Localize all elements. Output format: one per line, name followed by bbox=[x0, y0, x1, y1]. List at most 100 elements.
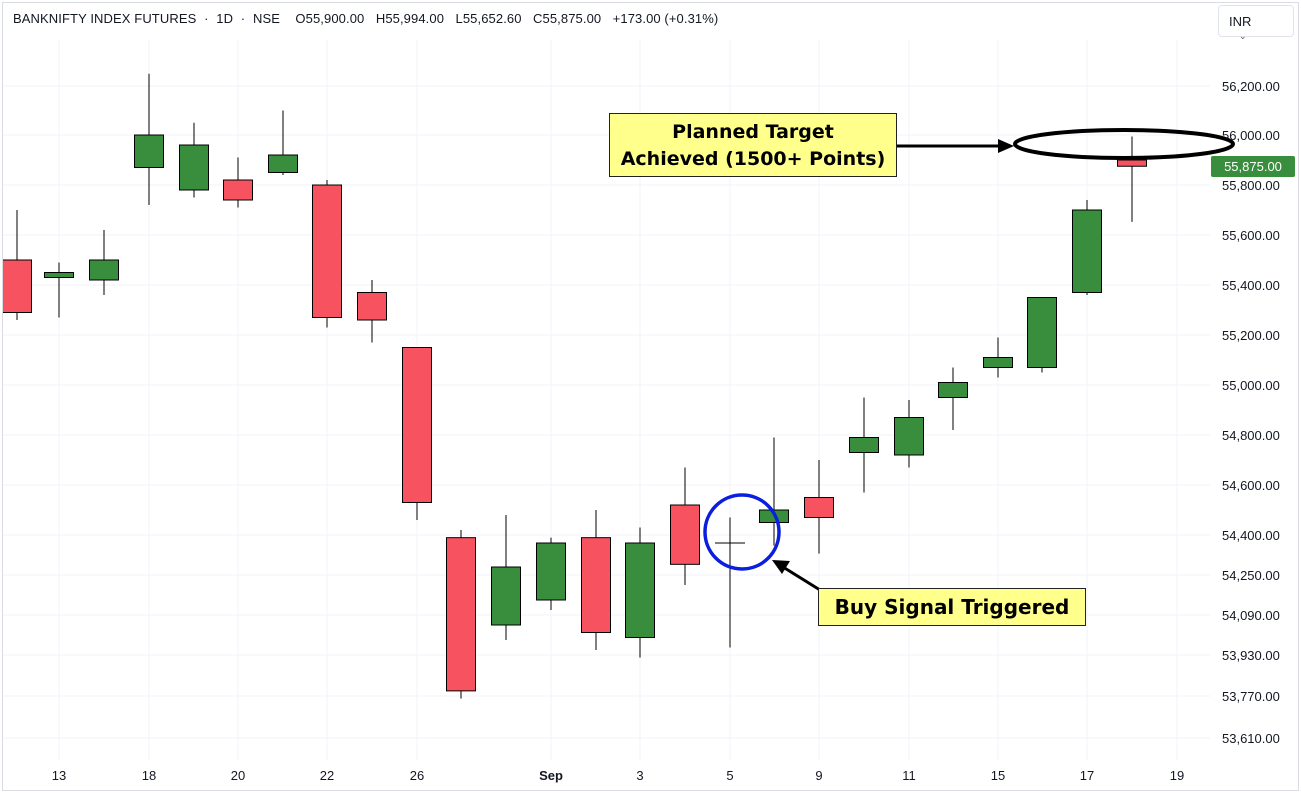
symbol-name[interactable]: BANKNIFTY INDEX FUTURES bbox=[13, 11, 197, 26]
candle bbox=[134, 73, 164, 205]
candle-body bbox=[357, 292, 387, 321]
interval-label: 1D bbox=[216, 11, 234, 26]
candle bbox=[44, 262, 74, 318]
candle-body bbox=[446, 537, 476, 692]
close-label: C bbox=[533, 11, 543, 26]
candle bbox=[223, 157, 253, 208]
candle bbox=[402, 347, 432, 520]
candle bbox=[491, 515, 521, 640]
target-callout[interactable]: Planned Target Achieved (1500+ Points) bbox=[609, 113, 897, 177]
candle-body bbox=[402, 347, 432, 503]
price-axis[interactable]: 56,200.00 56,000.00 55,800.00 55,600.00 55,4… bbox=[1222, 79, 1280, 746]
target-callout-line-1: Planned Target bbox=[672, 121, 834, 143]
candle bbox=[89, 230, 119, 295]
currency-selector[interactable]: INR ⌄ bbox=[1218, 5, 1294, 41]
x-tick-label: 3 bbox=[636, 768, 643, 783]
candle-body bbox=[268, 154, 298, 173]
candle-body bbox=[804, 497, 834, 518]
candle bbox=[715, 517, 745, 648]
x-tick-label: Sep bbox=[539, 768, 563, 783]
last-price-tag: 55,875.00 bbox=[1211, 156, 1295, 178]
candle-body bbox=[1117, 159, 1147, 167]
buy-arrow-head bbox=[772, 560, 790, 574]
high-value: 55,994.00 bbox=[385, 11, 445, 26]
y-tick-label: 55,200.00 bbox=[1222, 328, 1280, 343]
candle-body bbox=[179, 144, 209, 191]
annotation-drawings bbox=[703, 128, 1235, 592]
candle bbox=[894, 400, 924, 468]
low-label: L bbox=[455, 11, 463, 26]
candle-body bbox=[1027, 297, 1057, 368]
candle bbox=[938, 367, 968, 430]
candle-body bbox=[536, 542, 566, 601]
candle-body bbox=[2, 259, 32, 313]
candle bbox=[581, 510, 611, 650]
y-tick-label: 54,250.00 bbox=[1222, 568, 1280, 583]
symbol-legend: BANKNIFTY INDEX FUTURES · 1D · NSE O55,9… bbox=[13, 11, 718, 26]
candle-body bbox=[89, 259, 119, 281]
x-tick-label: 20 bbox=[231, 768, 245, 783]
y-tick-label: 56,000.00 bbox=[1222, 128, 1280, 143]
candle-body bbox=[134, 134, 164, 168]
candles-layer bbox=[2, 73, 1147, 699]
candle bbox=[804, 460, 834, 554]
buy-signal-callout[interactable]: Buy Signal Triggered bbox=[818, 588, 1086, 626]
candle bbox=[1027, 297, 1057, 373]
y-tick-label: 55,600.00 bbox=[1222, 228, 1280, 243]
candle bbox=[179, 122, 209, 198]
x-tick-label: 11 bbox=[902, 768, 916, 783]
y-tick-label: 53,770.00 bbox=[1222, 689, 1280, 704]
candle-body bbox=[1072, 209, 1102, 293]
high-label: H bbox=[375, 11, 386, 26]
candle bbox=[1117, 136, 1147, 222]
candle-body bbox=[983, 357, 1013, 368]
candle bbox=[1072, 200, 1102, 295]
candle-body bbox=[894, 417, 924, 456]
candle-body bbox=[670, 504, 700, 565]
open-label: O bbox=[295, 11, 306, 26]
candle bbox=[446, 530, 476, 699]
candle-body bbox=[849, 437, 879, 453]
y-tick-label: 55,000.00 bbox=[1222, 378, 1280, 393]
candle bbox=[759, 437, 789, 546]
x-tick-label: 22 bbox=[320, 768, 334, 783]
candle bbox=[625, 527, 655, 658]
y-tick-label: 54,800.00 bbox=[1222, 428, 1280, 443]
target-arrow-head bbox=[998, 139, 1014, 153]
low-value: 55,652.60 bbox=[462, 11, 522, 26]
candle-body bbox=[491, 566, 521, 626]
x-tick-label: 19 bbox=[1170, 768, 1184, 783]
y-tick-label: 54,090.00 bbox=[1222, 608, 1280, 623]
x-tick-label: 9 bbox=[815, 768, 822, 783]
exchange-label: NSE bbox=[252, 11, 280, 26]
candle bbox=[670, 467, 700, 585]
candle bbox=[849, 397, 879, 493]
time-axis[interactable]: 13 18 20 22 26 Sep 3 5 9 11 15 17 19 bbox=[52, 768, 1184, 783]
candle-body bbox=[581, 537, 611, 634]
target-callout-line-2: Achieved (1500+ Points) bbox=[620, 148, 886, 170]
candle-body bbox=[44, 272, 74, 278]
chevron-down-icon: ⌄ bbox=[1239, 31, 1247, 41]
target-ellipse bbox=[1013, 128, 1235, 160]
currency-label: INR bbox=[1229, 14, 1252, 29]
candle bbox=[2, 210, 32, 320]
close-value: 55,875.00 bbox=[542, 11, 602, 26]
x-tick-label: 18 bbox=[142, 768, 156, 783]
x-tick-label: 13 bbox=[52, 768, 66, 783]
candle-body bbox=[312, 184, 342, 318]
y-tick-label: 53,610.00 bbox=[1222, 731, 1280, 746]
change-value: +173.00 (+0.31%) bbox=[612, 11, 719, 26]
candle-body bbox=[938, 382, 968, 398]
x-tick-label: 5 bbox=[726, 768, 733, 783]
buy-arrow-shaft bbox=[782, 565, 821, 592]
x-tick-label: 26 bbox=[410, 768, 424, 783]
candle bbox=[983, 337, 1013, 378]
buy-signal-circle bbox=[703, 493, 781, 571]
candle bbox=[357, 280, 387, 343]
candle bbox=[536, 537, 566, 610]
y-tick-label: 54,400.00 bbox=[1222, 528, 1280, 543]
x-tick-label: 15 bbox=[991, 768, 1005, 783]
y-tick-label: 56,200.00 bbox=[1222, 79, 1280, 94]
x-tick-label: 17 bbox=[1080, 768, 1094, 783]
